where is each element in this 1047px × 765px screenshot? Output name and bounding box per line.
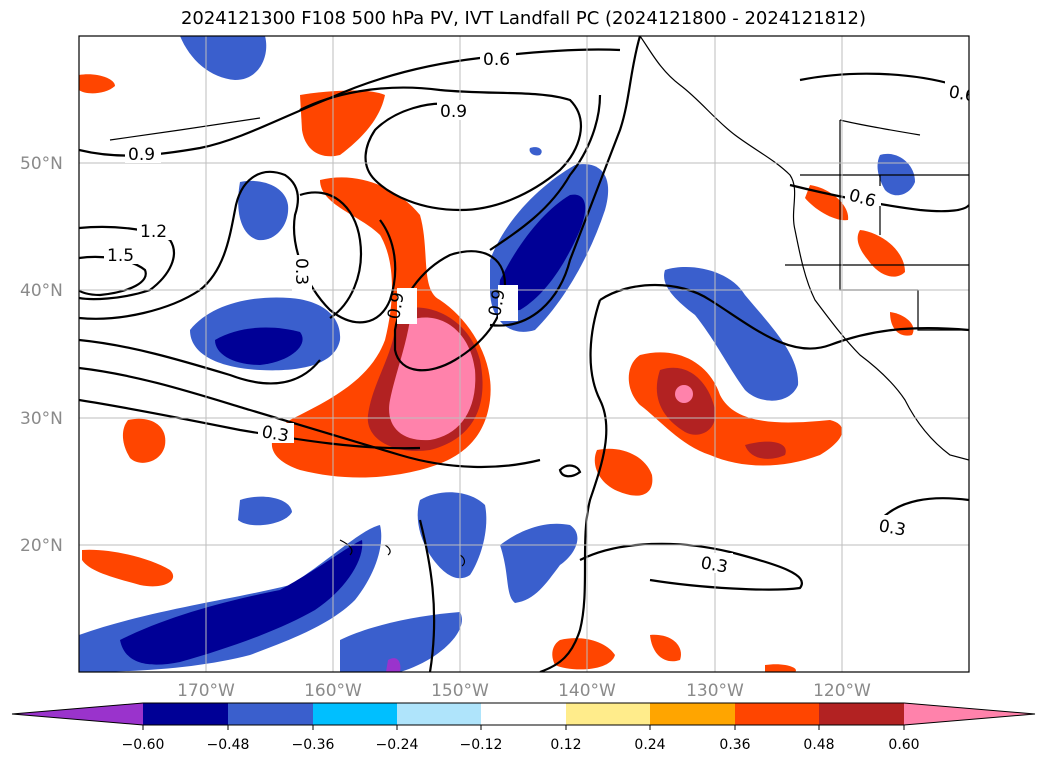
colorbar-segment bbox=[819, 703, 904, 725]
contour-label: 0.3 bbox=[260, 422, 290, 446]
colorbar-segment bbox=[481, 703, 566, 725]
colorbar-tick-label: −0.36 bbox=[292, 737, 335, 753]
contour-label: 1.5 bbox=[107, 246, 134, 266]
lat-tick-label: 40°N bbox=[20, 281, 63, 301]
contour-label: 0.6 bbox=[947, 82, 977, 106]
lon-tick-label: 150°W bbox=[431, 681, 489, 701]
colorbar-tick-label: −0.24 bbox=[376, 737, 419, 753]
latitude-labels: 50°N 40°N 30°N 20°N bbox=[20, 154, 63, 556]
lon-tick-label: 120°W bbox=[813, 681, 871, 701]
contour-label: 0.9 bbox=[485, 288, 509, 318]
map-frame bbox=[78, 35, 970, 673]
longitude-labels: 170°W 160°W 150°W 140°W 130°W 120°W bbox=[177, 681, 871, 701]
lon-tick-label: 170°W bbox=[177, 681, 235, 701]
contour-label: 0.9 bbox=[440, 102, 467, 122]
contour-label: 0.3 bbox=[877, 516, 907, 540]
colorbar-segment bbox=[228, 703, 313, 725]
lat-tick-label: 50°N bbox=[20, 154, 63, 174]
lon-tick-label: 130°W bbox=[686, 681, 744, 701]
contour-label: 0.9 bbox=[128, 145, 155, 165]
contour-label-group: 0.6 0.9 0.9 1.2 1.5 0.3 0.9 0.9 0.3 0.3 … bbox=[104, 48, 977, 578]
contour-label: 0.3 bbox=[699, 553, 729, 577]
colorbar: −0.60 −0.48 −0.36 −0.24 −0.12 0.12 0.24 … bbox=[11, 702, 1036, 753]
map-field: 0.6 0.9 0.9 1.2 1.5 0.3 0.9 0.9 0.3 0.3 … bbox=[79, 36, 977, 672]
colorbar-segment bbox=[313, 703, 397, 725]
colorbar-segment bbox=[143, 703, 228, 725]
colorbar-tick-label: 0.36 bbox=[719, 737, 750, 753]
map-title: 2024121300 F108 500 hPa PV, IVT Landfall… bbox=[180, 8, 867, 29]
colorbar-extend-min bbox=[12, 703, 143, 725]
colorbar-tick-label: 0.48 bbox=[803, 737, 834, 753]
lon-tick-label: 160°W bbox=[304, 681, 362, 701]
colorbar-tick-label: −0.60 bbox=[122, 737, 165, 753]
contour-label: 0.3 bbox=[291, 258, 311, 285]
contour-label: 1.2 bbox=[140, 222, 167, 242]
pv-contours bbox=[79, 36, 969, 672]
lat-tick-label: 30°N bbox=[20, 409, 63, 429]
colorbar-segment bbox=[650, 703, 735, 725]
lat-tick-label: 20°N bbox=[20, 536, 63, 556]
colorbar-segment bbox=[397, 703, 481, 725]
graticule bbox=[79, 36, 969, 672]
colorbar-tick-label: 0.24 bbox=[634, 737, 665, 753]
contour-label: 0.6 bbox=[483, 50, 510, 70]
lon-tick-label: 140°W bbox=[558, 681, 616, 701]
colorbar-tick-label: 0.12 bbox=[550, 737, 581, 753]
colorbar-extend-max bbox=[904, 703, 1035, 725]
contour-label: 0.9 bbox=[384, 291, 408, 321]
colorbar-segment bbox=[566, 703, 650, 725]
colorbar-tick-label: −0.48 bbox=[207, 737, 250, 753]
colorbar-tick-label: 0.60 bbox=[888, 737, 919, 753]
colorbar-tick-label: −0.12 bbox=[460, 737, 503, 753]
colorbar-segment bbox=[735, 703, 819, 725]
